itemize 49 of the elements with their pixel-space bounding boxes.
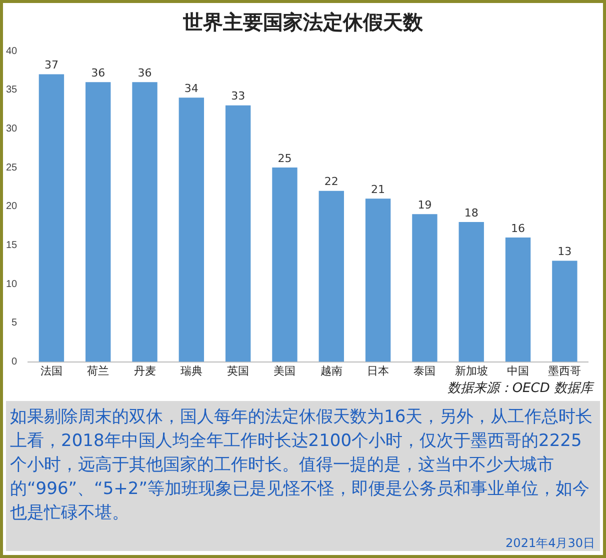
source-note: 数据来源：OECD 数据库 xyxy=(446,380,593,397)
y-tick-label: 25 xyxy=(6,162,18,174)
x-tick-label: 瑞典 xyxy=(180,364,202,378)
data-label: 25 xyxy=(278,152,292,165)
y-tick-label: 30 xyxy=(6,123,18,134)
x-tick-label: 丹麦 xyxy=(134,364,156,378)
y-tick-label: 35 xyxy=(6,84,18,96)
x-tick-label: 新加坡 xyxy=(454,364,488,378)
y-tick-label: 40 xyxy=(6,46,18,57)
y-tick-label: 15 xyxy=(6,240,18,251)
bar xyxy=(86,82,111,362)
bar xyxy=(225,105,251,362)
x-tick-label: 日本 xyxy=(367,364,390,378)
bar xyxy=(412,214,438,362)
x-tick-label: 墨西哥 xyxy=(548,365,582,378)
data-label: 16 xyxy=(511,222,526,235)
bar xyxy=(505,237,531,362)
data-label: 34 xyxy=(184,82,198,95)
x-tick-label: 荷兰 xyxy=(87,364,110,378)
x-tick-label: 美国 xyxy=(274,364,296,378)
x-tick-label: 泰国 xyxy=(414,365,436,378)
bar xyxy=(458,222,484,362)
chart-title: 世界主要国家法定休假天数 xyxy=(182,9,424,36)
y-tick-label: 20 xyxy=(6,201,18,212)
x-tick-label: 中国 xyxy=(507,364,530,378)
data-label: 21 xyxy=(371,182,386,196)
data-label: 19 xyxy=(418,198,432,212)
bar xyxy=(38,74,64,362)
y-tick-label: 0 xyxy=(12,356,18,368)
bar xyxy=(318,190,344,362)
data-label: 13 xyxy=(558,245,572,258)
data-label: 36 xyxy=(91,66,106,80)
y-tick-label: 5 xyxy=(12,318,18,329)
x-tick-label: 法国 xyxy=(40,364,62,378)
bar xyxy=(552,260,578,362)
data-label: 22 xyxy=(324,175,338,188)
data-label: 33 xyxy=(231,90,246,103)
data-label: 37 xyxy=(44,58,58,72)
data-label: 18 xyxy=(464,206,478,220)
x-tick-label: 英国 xyxy=(227,364,250,378)
data-label: 36 xyxy=(138,66,152,80)
bar xyxy=(132,82,158,362)
y-tick-label: 10 xyxy=(6,278,18,290)
text: 如果剔除周末的双休，国人每年的法定休假天数为16天，另外，从工作总时长上看，2018年中国人均全年工作时长达2100个小时，仅次于墨西哥的2225个小时，远高于其他国家的工作时长。值得一提的是，这当中不少大城市的“996”、“5+2”等加班现象已是见怪不怪，即便是公务员和事业单位，如今也是忙碌不堪。 xyxy=(10,407,593,523)
text: 2021年4月30日 xyxy=(506,535,595,552)
bar xyxy=(272,168,298,362)
x-tick-label: 越南 xyxy=(320,364,342,378)
bar xyxy=(365,198,391,362)
bar xyxy=(178,98,204,362)
